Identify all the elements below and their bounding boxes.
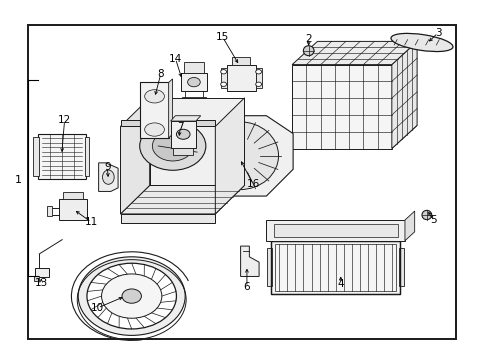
Bar — [120, 120, 215, 126]
Text: 8: 8 — [157, 68, 164, 78]
Ellipse shape — [390, 33, 452, 51]
Ellipse shape — [201, 122, 278, 190]
Ellipse shape — [187, 77, 200, 87]
Bar — [28, 24, 455, 339]
Bar — [84, 137, 89, 176]
Bar — [275, 244, 395, 291]
Text: 7: 7 — [177, 122, 183, 132]
Polygon shape — [149, 98, 244, 185]
Polygon shape — [291, 125, 416, 149]
Ellipse shape — [220, 82, 226, 86]
Ellipse shape — [102, 170, 114, 184]
Bar — [273, 224, 397, 237]
Text: 1: 1 — [15, 175, 22, 185]
Bar — [184, 62, 203, 73]
Polygon shape — [183, 116, 292, 196]
Polygon shape — [255, 68, 261, 88]
Ellipse shape — [144, 123, 164, 136]
Text: 9: 9 — [104, 162, 110, 172]
Text: 11: 11 — [84, 217, 98, 227]
Ellipse shape — [152, 131, 193, 161]
Polygon shape — [99, 163, 118, 192]
Ellipse shape — [303, 46, 313, 56]
Bar — [59, 199, 87, 220]
Text: 2: 2 — [305, 34, 311, 44]
Ellipse shape — [140, 122, 205, 170]
Ellipse shape — [102, 274, 162, 318]
Polygon shape — [120, 98, 149, 214]
Bar — [232, 57, 249, 64]
Text: 14: 14 — [168, 54, 182, 64]
Ellipse shape — [122, 289, 141, 303]
Ellipse shape — [87, 263, 176, 329]
Ellipse shape — [255, 82, 261, 86]
Bar — [35, 268, 49, 277]
Polygon shape — [170, 121, 196, 148]
Polygon shape — [291, 41, 416, 64]
Polygon shape — [140, 82, 168, 138]
Polygon shape — [240, 246, 259, 276]
Text: 13: 13 — [35, 278, 48, 288]
Text: 3: 3 — [434, 28, 441, 38]
Text: 10: 10 — [91, 303, 104, 313]
Bar — [181, 73, 206, 91]
Text: 12: 12 — [58, 115, 71, 125]
Bar — [266, 220, 404, 241]
Ellipse shape — [176, 129, 190, 139]
Bar — [271, 241, 399, 294]
Polygon shape — [170, 116, 201, 121]
Text: 15: 15 — [216, 32, 229, 42]
Ellipse shape — [144, 90, 164, 103]
Polygon shape — [291, 64, 391, 149]
Polygon shape — [173, 148, 193, 155]
Bar — [34, 276, 39, 281]
Polygon shape — [120, 214, 215, 223]
Polygon shape — [220, 68, 226, 88]
Polygon shape — [215, 98, 244, 214]
Bar — [46, 206, 52, 216]
Ellipse shape — [255, 69, 261, 74]
Ellipse shape — [421, 210, 431, 220]
Bar — [271, 241, 399, 294]
Polygon shape — [38, 134, 85, 179]
Bar — [33, 137, 39, 176]
Polygon shape — [168, 79, 172, 138]
Text: 5: 5 — [429, 215, 436, 225]
Text: 16: 16 — [246, 179, 259, 189]
Polygon shape — [391, 41, 416, 149]
Polygon shape — [226, 64, 255, 91]
Text: 4: 4 — [337, 279, 344, 289]
Ellipse shape — [220, 69, 226, 74]
Text: 6: 6 — [243, 282, 250, 292]
Bar — [62, 192, 83, 199]
Ellipse shape — [78, 257, 185, 336]
Bar — [398, 248, 403, 287]
Polygon shape — [404, 211, 414, 241]
Polygon shape — [120, 185, 244, 214]
Bar — [267, 248, 272, 287]
